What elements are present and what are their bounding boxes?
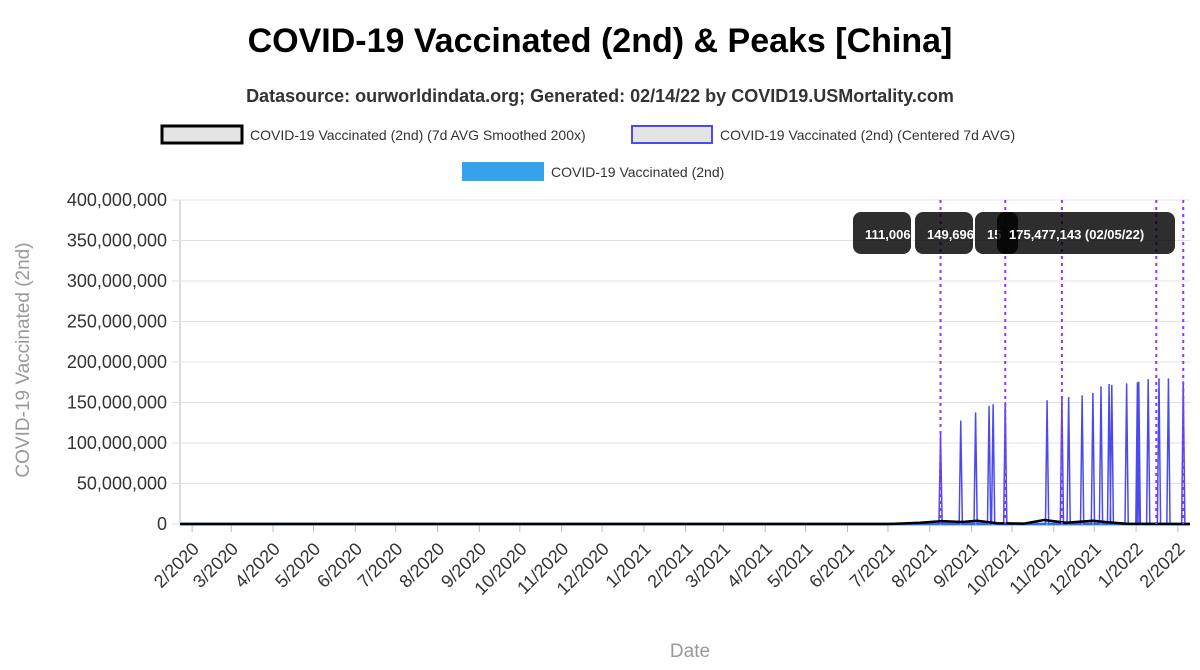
y-tick-label: 250,000,000 — [67, 312, 167, 332]
centered-peak-point — [1158, 378, 1160, 380]
y-tick-label: 50,000,000 — [77, 474, 167, 494]
centered-peak-point — [1108, 383, 1110, 386]
peak-tooltip — [915, 212, 973, 254]
legend-label-raw[interactable]: COVID-19 Vaccinated (2nd) — [551, 164, 724, 180]
x-tick-label: 5/2021 — [763, 539, 816, 592]
y-tick-label: 100,000,000 — [67, 433, 167, 453]
centered-peak-point — [1100, 386, 1102, 388]
x-axis: 2/20203/20204/20205/20206/20207/20208/20… — [150, 524, 1189, 599]
legend-label-centered[interactable]: COVID-19 Vaccinated (2nd) (Centered 7d A… — [720, 127, 1015, 143]
peak-tooltip — [997, 212, 1175, 254]
x-tick-label: 1/2021 — [602, 539, 655, 592]
y-axis: 0 50,000,000 100,000,000 150,000,000 200,000… — [67, 190, 167, 534]
legend: COVID-19 Vaccinated (2nd) (7d AVG Smooth… — [160, 124, 1015, 181]
centered-peak-point — [1147, 379, 1149, 381]
x-tick-label: 7/2021 — [846, 539, 899, 592]
centered-peak-point — [988, 405, 990, 408]
legend-swatch-centered[interactable] — [631, 125, 713, 144]
chart-title: COVID-19 Vaccinated (2nd) & Peaks [China… — [247, 22, 953, 60]
peak-markers: 111,006, 149,696 15 175,477,143 (02/05/22) — [853, 200, 1185, 524]
centered-peak-point — [1125, 383, 1128, 385]
y-tick-label: 200,000,000 — [67, 352, 167, 372]
centered-peak-point — [992, 404, 994, 406]
centered-peak-point — [959, 420, 962, 422]
series-centered-line — [180, 379, 1190, 525]
centered-peak-point — [974, 412, 977, 414]
chart-subtitle: Datasource: ourworldindata.org; Generate… — [246, 86, 954, 106]
legend-swatch-smoothed[interactable] — [160, 124, 244, 145]
centered-peak-point — [1110, 384, 1113, 387]
centered-peak-point — [1136, 382, 1139, 384]
x-tick-label: 6/2021 — [805, 539, 858, 592]
x-tick-label: 8/2021 — [887, 539, 940, 592]
y-tick-label: 300,000,000 — [67, 271, 167, 291]
legend-label-smoothed[interactable]: COVID-19 Vaccinated (2nd) (7d AVG Smooth… — [250, 127, 586, 143]
centered-peak-point — [1067, 396, 1070, 399]
x-tick-label: 3/2020 — [189, 539, 242, 592]
centered-peak-point — [1081, 395, 1083, 397]
y-tick-label: 400,000,000 — [67, 190, 167, 210]
y-tick-label: 350,000,000 — [67, 231, 167, 251]
peak-tooltip-label: 111,006, — [865, 227, 914, 242]
x-tick-label: 4/2021 — [723, 539, 776, 592]
y-axis-title: COVID-19 Vaccinated (2nd) — [13, 242, 34, 477]
peak-tooltip-label: 175,477,143 (02/05/22) — [1009, 227, 1144, 242]
series-smoothed-line — [180, 518, 1191, 526]
x-tick-label: 7/2020 — [354, 539, 407, 592]
centered-peak-point — [1137, 381, 1140, 384]
x-tick-label: 2/2022 — [1136, 539, 1189, 592]
peak-tooltip-label: 149,696 — [927, 227, 974, 242]
x-tick-label: 6/2020 — [313, 539, 366, 592]
x-tick-label: 8/2020 — [395, 539, 448, 592]
peak-tooltip — [853, 212, 911, 254]
y-tick-label: 150,000,000 — [67, 393, 167, 413]
centered-peak-point — [1092, 392, 1094, 395]
x-axis-title: Date — [670, 641, 710, 662]
x-tick-label: 4/2020 — [231, 539, 284, 592]
plot-area — [180, 378, 1191, 526]
legend-swatch-raw[interactable] — [462, 162, 544, 181]
x-tick-label: 1/2022 — [1094, 539, 1147, 592]
centered-peak-point — [1046, 400, 1048, 402]
x-tick-label: 5/2020 — [271, 539, 324, 592]
centered-peak-point — [1167, 378, 1170, 380]
y-tick-label: 0 — [157, 514, 167, 534]
